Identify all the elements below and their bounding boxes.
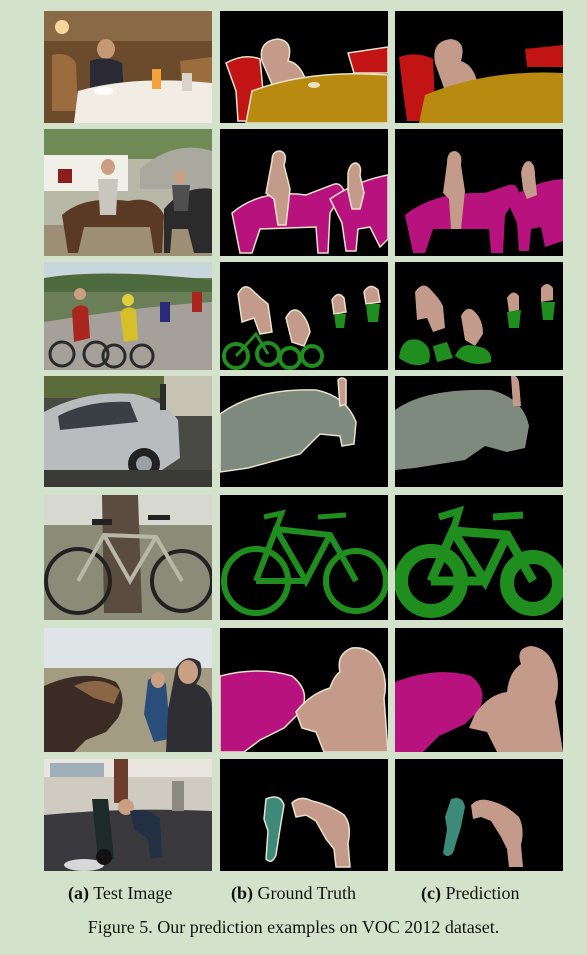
column-letter-c: (c) [421, 883, 441, 903]
prediction-bicycle [395, 495, 563, 620]
figure-caption: Figure 5. Our prediction examples on VOC… [87, 917, 500, 937]
prediction-horse-people [395, 628, 563, 752]
ground-truth-cyclists [220, 262, 388, 370]
ground-truth-horse-riders [220, 129, 388, 256]
column-letter-a: (a) [68, 883, 89, 903]
ground-truth-bicycle [220, 495, 388, 620]
ground-truth-dining [220, 11, 388, 123]
test-image-horse-people [44, 628, 212, 752]
test-image-bicycle [44, 495, 212, 620]
prediction-cyclists [395, 262, 563, 370]
test-image-dining [44, 11, 212, 123]
column-caption-a: (a) Test Image [68, 883, 172, 904]
column-label-c: Prediction [445, 883, 520, 903]
test-image-cyclists [44, 262, 212, 370]
test-image-horse-riders [44, 129, 212, 256]
prediction-motorbike [395, 759, 563, 871]
test-image-motorbike [44, 759, 212, 871]
ground-truth-car [220, 376, 388, 487]
prediction-car [395, 376, 563, 487]
prediction-dining [395, 11, 563, 123]
column-caption-c: (c) Prediction [421, 883, 519, 904]
prediction-horse-riders [395, 129, 563, 256]
column-label-a: Test Image [93, 883, 173, 903]
ground-truth-horse-people [220, 628, 388, 752]
column-label-b: Ground Truth [257, 883, 357, 903]
ground-truth-motorbike [220, 759, 388, 871]
column-caption-b: (b) Ground Truth [231, 883, 356, 904]
column-letter-b: (b) [231, 883, 253, 903]
test-image-car [44, 376, 212, 487]
